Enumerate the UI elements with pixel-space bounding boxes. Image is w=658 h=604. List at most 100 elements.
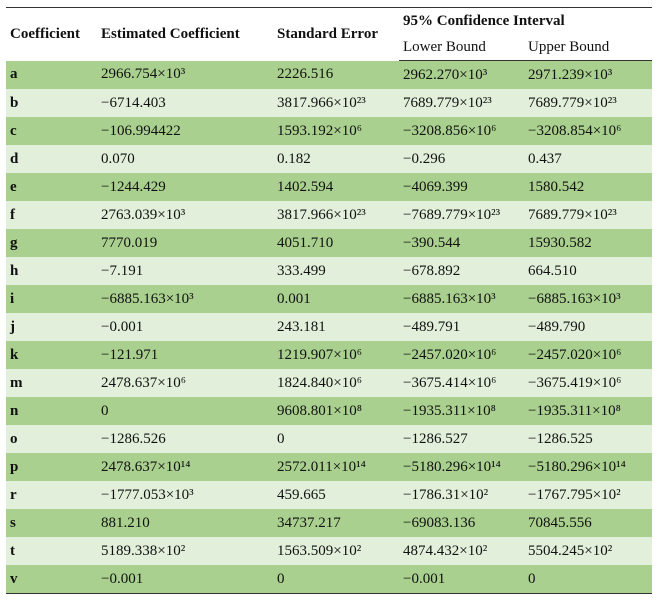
table-cell: 459.665	[277, 486, 326, 503]
table-cell: 4051.710	[277, 234, 334, 251]
table-cell: −489.791	[403, 318, 461, 335]
table-row: h −7.191 333.499 −678.892 664.510	[6, 257, 652, 285]
table-cell: 2763.039×10³	[101, 206, 186, 223]
coefficient-name: g	[10, 234, 18, 251]
table-cell: 5189.338×10²	[101, 542, 186, 559]
table-cell: 5504.245×10²	[528, 542, 613, 559]
header-row: Coefficient Estimated Coefficient Standa…	[6, 8, 652, 42]
table-cell: −6885.163×10³	[101, 290, 194, 307]
table-cell: 2962.270×10³	[403, 66, 488, 83]
table-cell: −7689.779×10²³	[403, 206, 501, 223]
table-row: k −121.971 1219.907×10⁶ −2457.020×10⁶ −2457.…	[6, 341, 652, 369]
table-cell: −6714.403	[101, 94, 166, 111]
coefficient-name: c	[10, 122, 17, 139]
coefficient-name: j	[10, 318, 15, 335]
table-cell: −1244.429	[101, 178, 166, 195]
header-cell: Estimated Coefficient	[101, 25, 240, 42]
header-cell: Coefficient	[10, 25, 80, 42]
table-cell: 0.070	[101, 150, 135, 167]
coefficient-name: k	[10, 346, 19, 363]
table-row: t 5189.338×10² 1563.509×10² 4874.432×10² 550…	[6, 537, 652, 565]
table-cell: −3208.854×10⁶	[528, 122, 622, 139]
coefficient-name: t	[10, 542, 15, 559]
table-row: v −0.001 0 −0.001 0	[6, 565, 652, 594]
table-row: s 881.210 34737.217 −69083.136 70845.556	[6, 509, 652, 537]
table-cell: 7689.779×10²³	[403, 94, 492, 111]
table-cell: 0	[101, 402, 109, 419]
header-cell: Standard Error	[277, 25, 378, 42]
table-cell: −7.191	[101, 262, 144, 279]
header-cell: 95% Confidence Interval	[403, 12, 565, 29]
coefficient-name: m	[10, 374, 23, 391]
coefficient-name: p	[10, 458, 19, 475]
table-cell: −0.001	[101, 570, 144, 587]
table-cell: 70845.556	[528, 514, 592, 531]
table-cell: −3675.419×10⁶	[528, 374, 622, 391]
table-cell: −1935.311×10⁸	[403, 402, 496, 419]
coefficient-name: r	[10, 486, 17, 503]
table-cell: −3675.414×10⁶	[403, 374, 497, 391]
header-row: Lower Bound Upper Bound	[6, 34, 652, 61]
table-cell: 1593.192×10⁶	[277, 122, 362, 139]
table-cell: 4874.432×10²	[403, 542, 488, 559]
table-cell: 0	[277, 570, 285, 587]
table-row: o −1286.526 0 −1286.527 −1286.525	[6, 425, 652, 453]
table-cell: −3208.856×10⁶	[403, 122, 497, 139]
coefficient-name: n	[10, 402, 19, 419]
table-cell: 7689.779×10²³	[528, 94, 617, 111]
table-cell: −678.892	[403, 262, 461, 279]
table-cell: 34737.217	[277, 514, 341, 531]
table-cell: 1219.907×10⁶	[277, 346, 362, 363]
table-row: d 0.070 0.182 −0.296 0.437	[6, 145, 652, 173]
table-cell: −0.296	[403, 150, 446, 167]
table-row: e −1244.429 1402.594 −4069.399 1580.542	[6, 173, 652, 201]
table-cell: 0.001	[277, 290, 311, 307]
coefficient-table: Coefficient Estimated Coefficient Standa…	[6, 7, 652, 594]
table-cell: 3817.966×10²³	[277, 206, 366, 223]
header-cell: Upper Bound	[524, 34, 652, 61]
table-cell: −1786.31×10²	[403, 486, 489, 503]
table-cell: −5180.296×10¹⁴	[403, 458, 501, 475]
table-cell: −5180.296×10¹⁴	[528, 458, 626, 475]
table-cell: −6885.163×10³	[403, 290, 496, 307]
table-cell: −0.001	[101, 318, 144, 335]
table-cell: 2226.516	[277, 66, 334, 83]
table-cell: 2971.239×10³	[528, 66, 613, 83]
table-cell: 333.499	[277, 262, 326, 279]
table-cell: −106.994422	[101, 122, 181, 139]
coefficient-name: d	[10, 150, 19, 167]
table-cell: 0	[528, 570, 536, 587]
table-cell: 0.437	[528, 150, 562, 167]
table-cell: 664.510	[528, 262, 577, 279]
table-cell: 1580.542	[528, 178, 585, 195]
table-cell: 2478.637×10¹⁴	[101, 458, 191, 475]
coefficient-name: f	[10, 206, 15, 223]
table-cell: 243.181	[277, 318, 326, 335]
coefficient-name: e	[10, 178, 17, 195]
table-cell: 9608.801×10⁸	[277, 402, 362, 419]
table-cell: −1935.311×10⁸	[528, 402, 621, 419]
table-cell: −390.544	[403, 234, 461, 251]
table-header: Coefficient Estimated Coefficient Standa…	[6, 8, 652, 61]
table-body: a 2966.754×10³ 2226.516 2962.270×10³ 2971.23…	[6, 60, 652, 594]
table-cell: −2457.020×10⁶	[403, 346, 497, 363]
table-cell: −1286.525	[528, 430, 593, 447]
table-cell: 15930.582	[528, 234, 592, 251]
table-cell: 0.182	[277, 150, 311, 167]
coefficient-name: b	[10, 94, 19, 111]
coefficient-name: a	[10, 66, 18, 83]
table-cell: −0.001	[403, 570, 446, 587]
table-cell: 0	[277, 430, 285, 447]
table-row: j −0.001 243.181 −489.791 −489.790	[6, 313, 652, 341]
table-row: n 0 9608.801×10⁸ −1935.311×10⁸ −1935.311×10⁸	[6, 397, 652, 425]
table-cell: 1563.509×10²	[277, 542, 362, 559]
table-cell: 1824.840×10⁶	[277, 374, 362, 391]
table-cell: 2478.637×10⁶	[101, 374, 186, 391]
table-cell: −2457.020×10⁶	[528, 346, 622, 363]
coefficient-name: s	[10, 514, 16, 531]
table-row: r −1777.053×10³ 459.665 −1786.31×10² −1767.7…	[6, 481, 652, 509]
table-cell: 2966.754×10³	[101, 66, 186, 83]
table-cell: −1286.526	[101, 430, 166, 447]
coefficient-name: v	[10, 570, 18, 587]
